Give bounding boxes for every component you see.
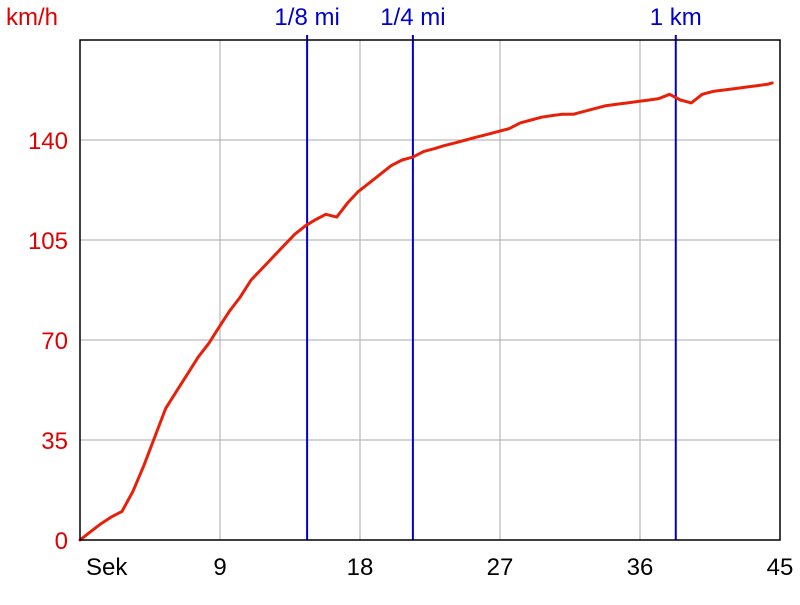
distance-marker-label: 1/8 mi: [274, 4, 339, 31]
x-axis-label: Sek: [86, 554, 128, 581]
y-tick-label: 35: [41, 428, 68, 455]
y-tick-label: 140: [28, 128, 68, 155]
x-tick-label: 18: [347, 554, 374, 581]
distance-marker-label: 1 km: [650, 4, 702, 31]
x-tick-label: 9: [213, 554, 226, 581]
y-tick-label: 70: [41, 328, 68, 355]
x-tick-label: 45: [767, 554, 794, 581]
distance-marker-label: 1/4 mi: [380, 4, 445, 31]
plot-frame: [79, 39, 781, 541]
y-tick-label: 105: [28, 228, 68, 255]
y-axis-label: km/h: [6, 4, 58, 31]
grid-layer: [80, 40, 780, 540]
speed-series-line: [78, 81, 774, 542]
x-tick-label: 36: [627, 554, 654, 581]
x-tick-label: 27: [487, 554, 514, 581]
label-layer: km/h Sek 9 18 27 36 45 0 35 70 105 140 1/8 mi 1/4 m…: [6, 4, 793, 581]
series-layer: [78, 81, 774, 542]
y-tick-label: 0: [55, 528, 68, 555]
marker-lines: [306, 35, 677, 540]
